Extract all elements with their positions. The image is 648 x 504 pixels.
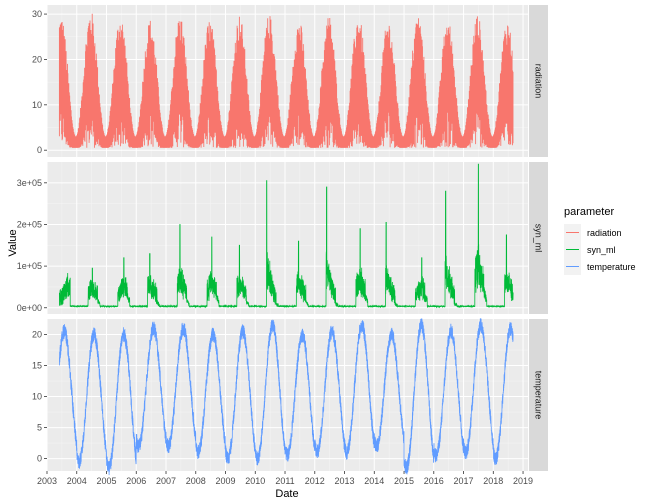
panel-radiation: 0 10 20 30 radiation (32, 5, 548, 157)
x-tick-label: 2006 (126, 476, 146, 486)
y-tick-label: 20 (32, 54, 42, 64)
x-tick-label: 2013 (335, 476, 355, 486)
y-tick-label: 0e+00 (17, 303, 42, 313)
series-line-syn-ml (59, 163, 514, 309)
strip-temperature (529, 319, 548, 471)
x-tick-label: 2003 (37, 476, 57, 486)
y-axis-title: Value (7, 229, 19, 256)
strip-label: syn_ml (534, 224, 544, 253)
x-axis: 2003 2004 2005 2006 2007 2008 2009 2010 2011 2012… (37, 471, 533, 486)
panel-temperature: 0 5 10 15 20 temperature (32, 318, 548, 476)
x-tick-label: 2005 (96, 476, 116, 486)
series-line-radiation (58, 13, 514, 148)
x-tick-label: 2011 (275, 476, 294, 486)
strip-radiation (529, 5, 548, 157)
x-tick-label: 2014 (364, 476, 384, 486)
y-tick-label: 5 (37, 423, 42, 433)
x-tick-label: 2012 (305, 476, 325, 486)
y-tick-label: 2e+05 (17, 219, 42, 229)
strip-syn_ml (529, 162, 548, 314)
y-tick-label: 10 (32, 100, 42, 110)
y-tick-label: 3e+05 (17, 178, 42, 188)
legend-label: syn_ml (587, 245, 616, 255)
y-tick-label: 10 (32, 392, 42, 402)
y-tick-label: 1e+05 (17, 261, 42, 271)
y-tick-label: 0 (37, 145, 42, 155)
panels: 0 10 20 30 radiation 0e+00 1e+05 2e+05 3e+05 syn_… (17, 5, 548, 476)
x-tick-label: 2008 (186, 476, 206, 486)
legend-label: radiation (587, 228, 622, 238)
y-tick-label: 20 (32, 330, 42, 340)
panel-background (47, 319, 528, 471)
x-tick-label: 2004 (67, 476, 87, 486)
x-tick-label: 2010 (245, 476, 265, 486)
x-tick-label: 2017 (454, 476, 474, 486)
legend-label: temperature (587, 262, 636, 272)
y-tick-label: 15 (32, 361, 42, 371)
strip-label: temperature (534, 371, 544, 420)
x-tick-label: 2015 (394, 476, 414, 486)
legend-title: parameter (564, 206, 614, 218)
x-axis-title: Date (275, 488, 298, 500)
x-tick-label: 2009 (215, 476, 235, 486)
panel-syn_ml: 0e+00 1e+05 2e+05 3e+05 syn_ml (17, 162, 548, 314)
y-tick-label: 30 (32, 9, 42, 19)
x-tick-label: 2018 (483, 476, 503, 486)
x-tick-label: 2007 (156, 476, 176, 486)
series-line-temperature (59, 318, 514, 476)
y-tick-label: 0 (37, 454, 42, 464)
x-tick-label: 2016 (424, 476, 444, 486)
legend: parameter radiation syn_ml temperature (564, 206, 636, 275)
strip-label: radiation (534, 64, 544, 99)
x-tick-label: 2019 (513, 476, 533, 486)
